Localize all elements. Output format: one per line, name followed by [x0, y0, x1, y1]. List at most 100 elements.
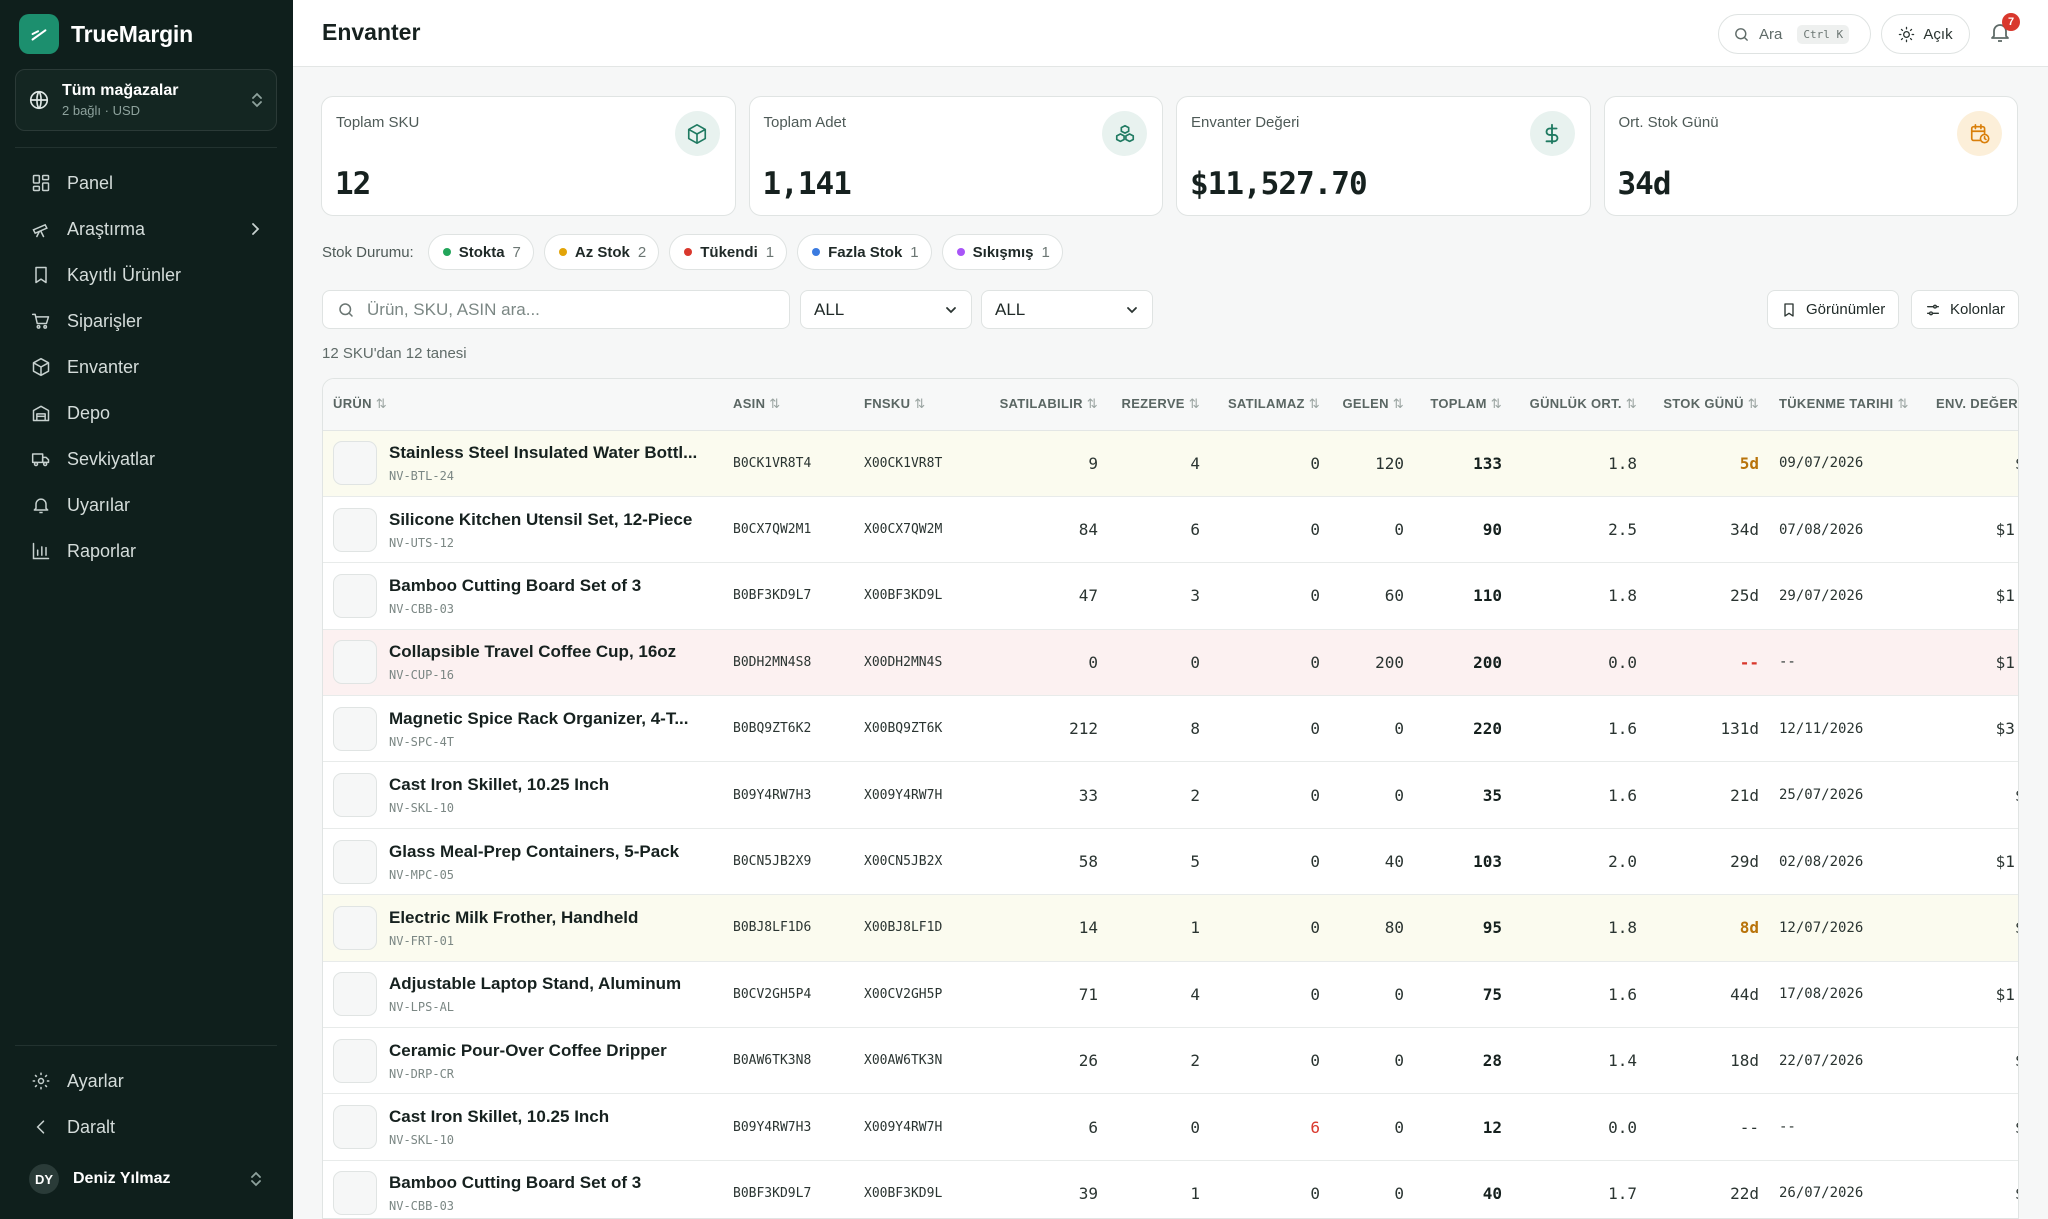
sort-icon: ⇅	[1490, 396, 1502, 412]
daily-avg-cell: 2.0	[1512, 828, 1647, 896]
table-row[interactable]: Collapsible Travel Coffee Cup, 16oz NV-CU…	[323, 629, 2018, 697]
table-row[interactable]: Silicone Kitchen Utensil Set, 12-Piece NV…	[323, 496, 2018, 564]
column-header[interactable]: ENV. DEĞERİ⇅	[1926, 379, 2018, 431]
sidebar-item-kayitli-urunler[interactable]: Kayıtlı Ürünler	[15, 252, 277, 298]
table-row[interactable]: Cast Iron Skillet, 10.25 Inch NV-SKL-10 B0…	[323, 761, 2018, 829]
sidebar-item-ayarlar[interactable]: Ayarlar	[15, 1058, 277, 1104]
chip-label: Sıkışmış	[972, 243, 1034, 261]
product-cell[interactable]: Adjustable Laptop Stand, Aluminum NV-LPS-…	[323, 961, 723, 1029]
views-button[interactable]: Görünümler	[1767, 290, 1900, 329]
unsellable-cell: 0	[1210, 761, 1330, 829]
total-cell: 200	[1414, 629, 1512, 697]
sellable-cell: 39	[986, 1160, 1108, 1218]
table-row[interactable]: Cast Iron Skillet, 10.25 Inch NV-SKL-10 B0…	[323, 1093, 2018, 1161]
filter-select-1[interactable]: ALL	[800, 290, 972, 329]
depletion-date-cell: 12/11/2026	[1769, 695, 1926, 763]
stock-days-cell: 44d	[1647, 961, 1769, 1029]
sidebar-item-envanter[interactable]: Envanter	[15, 344, 277, 390]
product-cell[interactable]: Collapsible Travel Coffee Cup, 16oz NV-CU…	[323, 629, 723, 697]
product-cell[interactable]: Bamboo Cutting Board Set of 3 NV-CBB-03	[323, 1160, 723, 1218]
total-cell: 95	[1414, 894, 1512, 962]
sidebar-item-siparisler[interactable]: Siparişler	[15, 298, 277, 344]
table-row[interactable]: Stainless Steel Insulated Water Bottl...…	[323, 430, 2018, 497]
total-cell: 133	[1414, 430, 1512, 497]
column-header[interactable]: TÜKENME TARIHI ⇅	[1769, 379, 1926, 431]
table-row[interactable]: Bamboo Cutting Board Set of 3 NV-CBB-03 B0…	[323, 562, 2018, 630]
product-sku: NV-CUP-16	[389, 668, 455, 683]
product-sku: NV-UTS-12	[389, 535, 455, 550]
product-cell[interactable]: Cast Iron Skillet, 10.25 Inch NV-SKL-10	[323, 1093, 723, 1161]
user-menu[interactable]: DY Deniz Yılmaz	[15, 1160, 277, 1198]
column-header[interactable]: FNSKU ⇅	[854, 379, 986, 431]
product-cell[interactable]: Glass Meal-Prep Containers, 5-Pack NV-MPC…	[323, 828, 723, 896]
table-row[interactable]: Magnetic Spice Rack Organizer, 4-T... NV-…	[323, 695, 2018, 763]
cart-icon	[31, 311, 51, 331]
depletion-date-cell: --	[1769, 1093, 1926, 1161]
column-header[interactable]: TOPLAM ⇅	[1414, 379, 1512, 431]
status-chip-in-stock[interactable]: Stokta 7	[427, 234, 534, 270]
summary-cards: Toplam SKU 12 Toplam Adet 1,141 Envanter…	[321, 96, 2018, 216]
filter-select-2[interactable]: ALL	[981, 290, 1153, 329]
store-switcher[interactable]: Tüm mağazalar 2 bağlı · USD	[15, 69, 277, 131]
inventory-value-cell: $581.	[1926, 761, 2018, 829]
theme-toggle-button[interactable]: Açık	[1881, 14, 1970, 54]
depletion-date-cell: 07/08/2026	[1769, 496, 1926, 564]
columns-button[interactable]: Kolonlar	[1911, 290, 2020, 329]
column-header[interactable]: REZERVE ⇅	[1108, 379, 1210, 431]
product-search-input[interactable]: Ürün, SKU, ASIN ara...	[322, 290, 790, 329]
asin-cell: B0CV2GH5P4	[723, 961, 854, 1029]
product-cell[interactable]: Stainless Steel Insulated Water Bottl...…	[323, 430, 723, 497]
reserved-cell: 8	[1108, 695, 1210, 763]
column-header[interactable]: SATILAMAZ ⇅	[1210, 379, 1330, 431]
status-chip-stuck[interactable]: Sıkışmış 1	[941, 234, 1063, 270]
sidebar-item-raporlar[interactable]: Raporlar	[15, 528, 277, 574]
table-row[interactable]: Glass Meal-Prep Containers, 5-Pack NV-MPC…	[323, 828, 2018, 896]
product-cell[interactable]: Ceramic Pour-Over Coffee Dripper NV-DRP-C…	[323, 1027, 723, 1095]
sidebar-item-label: Panel	[67, 172, 114, 193]
sidebar-item-label: Uyarılar	[67, 494, 131, 515]
status-chip-low-stock[interactable]: Az Stok 2	[543, 234, 660, 270]
table-row[interactable]: Adjustable Laptop Stand, Aluminum NV-LPS-…	[323, 961, 2018, 1029]
sellable-cell: 14	[986, 894, 1108, 962]
column-header[interactable]: ÜRÜN ⇅	[323, 379, 723, 431]
inbound-cell: 40	[1330, 828, 1414, 896]
sidebar-item-daralt[interactable]: Daralt	[15, 1104, 277, 1150]
sort-icon: ⇅	[1308, 396, 1320, 412]
sidebar-item-sevkiyatlar[interactable]: Sevkiyatlar	[15, 436, 277, 482]
status-dot	[812, 248, 821, 256]
product-cell[interactable]: Electric Milk Frother, Handheld NV-FRT-01	[323, 894, 723, 962]
card-avg-stock-days: Ort. Stok Günü 34d	[1603, 96, 2018, 216]
sidebar-item-label: Raporlar	[67, 540, 137, 561]
brand[interactable]: TrueMargin	[19, 14, 193, 54]
status-chip-out-of-stock[interactable]: Tükendi 1	[669, 234, 788, 270]
table-row[interactable]: Ceramic Pour-Over Coffee Dripper NV-DRP-C…	[323, 1027, 2018, 1095]
sidebar-item-arastirma[interactable]: Araştırma	[15, 206, 277, 252]
sidebar-item-depo[interactable]: Depo	[15, 390, 277, 436]
table-body: Stainless Steel Insulated Water Bottl...…	[323, 430, 2018, 1218]
product-cell[interactable]: Silicone Kitchen Utensil Set, 12-Piece NV…	[323, 496, 723, 564]
column-header[interactable]: ASIN ⇅	[723, 379, 854, 431]
product-name: Stainless Steel Insulated Water Bottl...	[389, 443, 698, 463]
table-row[interactable]: Electric Milk Frother, Handheld NV-FRT-01…	[323, 894, 2018, 962]
column-header[interactable]: GÜNLÜK ORT. ⇅	[1512, 379, 1647, 431]
chip-count: 7	[512, 243, 521, 261]
status-chip-overstock[interactable]: Fazla Stok 1	[797, 234, 932, 270]
product-cell[interactable]: Bamboo Cutting Board Set of 3 NV-CBB-03	[323, 562, 723, 630]
sidebar-item-panel[interactable]: Panel	[15, 160, 277, 206]
column-header-label: SATILABILIR	[999, 396, 1083, 412]
column-header[interactable]: STOK GÜNÜ ⇅	[1647, 379, 1769, 431]
global-search-button[interactable]: Ara Ctrl K	[1718, 14, 1871, 54]
asin-cell: B0CK1VR8T4	[723, 430, 854, 497]
unsellable-cell: 0	[1210, 1160, 1330, 1218]
column-header[interactable]: SATILABILIR ⇅	[986, 379, 1108, 431]
chevron-right-icon	[249, 222, 261, 236]
product-cell[interactable]: Cast Iron Skillet, 10.25 Inch NV-SKL-10	[323, 761, 723, 829]
table-row[interactable]: Bamboo Cutting Board Set of 3 NV-CBB-03 B0…	[323, 1160, 2018, 1218]
sidebar-item-uyarilar[interactable]: Uyarılar	[15, 482, 277, 528]
fnsku-cell: X00CX7QW2M	[854, 496, 986, 564]
asin-cell: B0CN5JB2X9	[723, 828, 854, 896]
column-header[interactable]: GELEN ⇅	[1330, 379, 1414, 431]
card-label: Ort. Stok Günü	[1618, 114, 1719, 131]
card-value: 12	[335, 166, 371, 202]
product-cell[interactable]: Magnetic Spice Rack Organizer, 4-T... NV-…	[323, 695, 723, 763]
